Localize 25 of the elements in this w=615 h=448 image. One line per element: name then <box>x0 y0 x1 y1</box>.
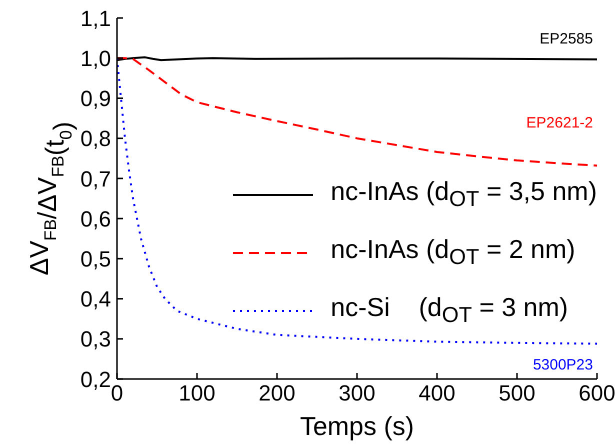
y-tick-label: 1,0 <box>80 46 111 71</box>
y-tick-label: 0,3 <box>80 326 111 352</box>
annotation: EP2621-2 <box>526 114 593 132</box>
y-tick-label: 0,6 <box>80 206 111 232</box>
y-tick-label: 0,7 <box>80 166 111 192</box>
y-tick-label: 0,5 <box>80 246 111 272</box>
y-tick-label: 0,8 <box>80 126 111 152</box>
x-tick-label: 300 <box>338 380 376 406</box>
y-tick-label: 1,1 <box>80 6 111 31</box>
x-axis-title: Temps (s) <box>300 411 414 441</box>
x-tick-label: 200 <box>258 380 296 406</box>
y-tick-label: 0,2 <box>80 366 111 392</box>
legend-label: nc-InAs (d$_{OT}$ = 3,5 nm) <box>330 175 597 214</box>
legend-label: nc-InAs (d$_{OT}$ = 2 nm) <box>330 233 576 272</box>
line-series <box>117 57 597 167</box>
legend-label: nc-Si (d$_{OT}$ = 3 nm) <box>330 291 568 330</box>
annotation: 5300P23 <box>532 356 593 374</box>
y-tick-label: 0,4 <box>80 286 111 312</box>
x-tick-label: 0 <box>110 380 124 406</box>
x-tick-label: 100 <box>178 380 216 406</box>
x-tick-label: 400 <box>418 380 456 406</box>
annotation: EP2585 <box>540 30 593 48</box>
x-tick-label: 600 <box>578 380 615 406</box>
x-tick-label: 500 <box>498 380 536 406</box>
y-tick-label: 0,9 <box>80 86 111 112</box>
